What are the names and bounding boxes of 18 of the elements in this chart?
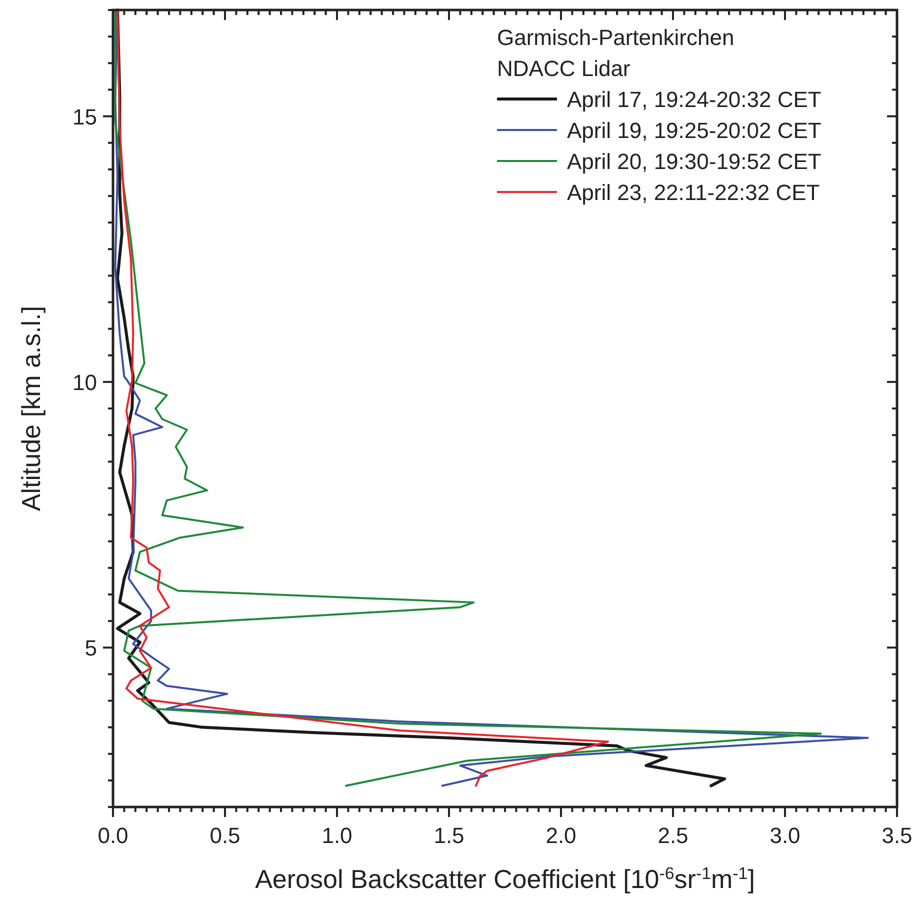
x-tick-label: 3.0 — [770, 823, 800, 848]
x-tick-label: 0.5 — [210, 823, 240, 848]
legend-label: April 23, 22:11-22:32 CET — [567, 180, 820, 205]
legend-label: April 19, 19:25-20:02 CET — [567, 118, 822, 143]
y-tick-label: 5 — [84, 636, 97, 661]
legend-label: April 17, 19:24-20:32 CET — [567, 87, 822, 112]
y-tick-label: 15 — [72, 104, 97, 130]
x-tick-label: 1.0 — [322, 823, 352, 848]
x-tick-label: 1.5 — [434, 823, 464, 848]
y-tick-label: 10 — [72, 370, 97, 395]
x-tick-label: 0.0 — [98, 823, 128, 848]
x-tick-label: 3.5 — [882, 823, 912, 848]
y-axis-title: Altitude [km a.s.l.] — [16, 306, 46, 512]
legend-label: April 20, 19:30-19:52 CET — [567, 149, 822, 174]
x-tick-label: 2.5 — [658, 823, 688, 848]
x-axis-title: Aerosol Backscatter Coefficient [10$^{-6}$sr$^{-1}$m$^{-1}$] — [255, 864, 755, 894]
x-tick-label: 2.0 — [546, 823, 576, 848]
legend-title: Garmisch-Partenkirchen NDACC Lidar — [497, 25, 734, 81]
